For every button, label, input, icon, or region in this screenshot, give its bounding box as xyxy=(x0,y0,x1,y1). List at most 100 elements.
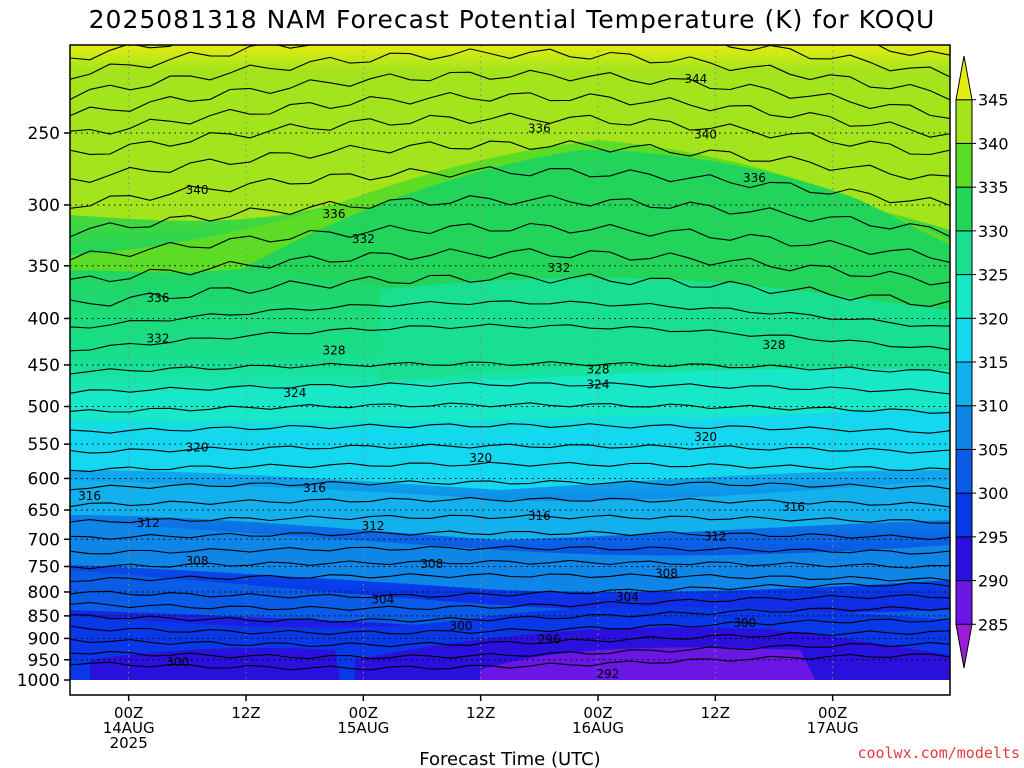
colorbar-label: 340 xyxy=(978,134,1009,153)
field-band-320 xyxy=(70,368,950,423)
contour-label-text: 332 xyxy=(547,261,570,275)
contour-line xyxy=(70,443,950,454)
contour-line xyxy=(70,641,950,660)
x-tick-label: 2025 xyxy=(110,734,148,752)
y-tick-label: 950 xyxy=(28,651,60,671)
colorbar-label: 325 xyxy=(978,266,1009,285)
contour-label: 320 xyxy=(694,430,717,444)
y-tick-label: 900 xyxy=(28,629,60,649)
contour-label-text: 328 xyxy=(587,362,610,376)
contour-line xyxy=(70,423,950,434)
y-tick-label: 250 xyxy=(28,124,60,144)
contour-label-text: 312 xyxy=(137,516,160,530)
x-tick-label: 12Z xyxy=(701,704,730,722)
contour-label: 300 xyxy=(450,619,473,633)
contour-label: 308 xyxy=(655,566,678,580)
colorbar-segment xyxy=(955,317,973,363)
contour-line xyxy=(70,630,950,648)
contour-label-text: 328 xyxy=(763,338,786,352)
contour-label-text: 292 xyxy=(596,667,619,681)
contour-label-text: 336 xyxy=(743,171,766,185)
contour-line xyxy=(70,618,950,636)
contour-line xyxy=(70,272,950,307)
credit-text: coolwx.com/modelts xyxy=(857,744,1020,762)
contour-label: 328 xyxy=(587,362,610,376)
contour-line xyxy=(70,48,950,101)
contour-lines xyxy=(70,45,950,671)
colorbar-label: 345 xyxy=(978,91,1009,110)
contour-label: 316 xyxy=(782,500,805,514)
contour-label: 336 xyxy=(323,207,346,221)
contour-label-text: 300 xyxy=(166,655,189,669)
x-tick-label: 14AUG xyxy=(103,719,155,737)
contour-label: 336 xyxy=(743,171,766,185)
y-tick-label: 850 xyxy=(28,607,60,627)
y-tick-label: 450 xyxy=(28,356,60,376)
contour-label-text: 328 xyxy=(323,344,346,358)
contour-label-text: 324 xyxy=(587,378,610,392)
contour-line xyxy=(70,480,950,491)
contour-line xyxy=(70,222,950,263)
contour-line xyxy=(70,69,950,119)
contour-label-text: 308 xyxy=(655,566,678,580)
contour-label: 312 xyxy=(137,516,160,530)
contour-label: 304 xyxy=(371,592,394,606)
contour-label: 336 xyxy=(528,121,551,135)
y-tick-label: 750 xyxy=(28,557,60,577)
colorbar-segment xyxy=(955,142,973,188)
contour-line xyxy=(70,300,950,329)
contour-label: 300 xyxy=(733,616,756,630)
colorbar-label: 300 xyxy=(978,484,1009,503)
contour-label: 300 xyxy=(166,655,189,669)
contour-label: 324 xyxy=(283,386,306,400)
colorbar-label: 315 xyxy=(978,353,1009,372)
x-tick-label: 15AUG xyxy=(337,719,389,737)
y-tick-label: 800 xyxy=(28,583,60,603)
colorbar-label: 320 xyxy=(978,309,1009,328)
x-tick-label: 17AUG xyxy=(807,719,859,737)
field-band-315 xyxy=(70,410,950,490)
colorbar-label: 295 xyxy=(978,528,1009,547)
contour-label: 308 xyxy=(420,557,443,571)
y-tick-label: 650 xyxy=(28,501,60,521)
contour-label: 292 xyxy=(596,667,619,681)
contour-label: 336 xyxy=(147,291,170,305)
contour-line xyxy=(70,594,950,611)
colorbar-segment xyxy=(955,405,973,450)
contour-label: 328 xyxy=(323,344,346,358)
y-tick-label: 700 xyxy=(28,530,60,550)
contour-label-text: 312 xyxy=(704,529,727,543)
contour-label: 316 xyxy=(78,489,101,503)
x-tick-label: 16AUG xyxy=(572,719,624,737)
chart-title: 2025081318 NAM Forecast Potential Temper… xyxy=(89,5,936,34)
contour-line xyxy=(70,381,950,395)
contour-label-text: 296 xyxy=(538,632,561,646)
contour-label-text: 324 xyxy=(283,386,306,400)
x-tick-label: 00Z xyxy=(583,704,612,722)
contour-label: 332 xyxy=(352,232,375,246)
contour-line xyxy=(70,361,950,375)
contour-label: 344 xyxy=(684,72,707,86)
contour-label-text: 308 xyxy=(186,554,209,568)
contour-label-text: 344 xyxy=(684,72,707,86)
contour-line xyxy=(70,140,950,183)
contour-label-text: 340 xyxy=(186,183,209,197)
colorbar-segment xyxy=(955,536,973,582)
x-tick-label: 00Z xyxy=(114,704,143,722)
colorbar-segment xyxy=(955,492,973,538)
colorbar-segment xyxy=(955,274,973,319)
colorbar-segment xyxy=(955,623,973,669)
contour-label-text: 336 xyxy=(323,207,346,221)
contour-label: 316 xyxy=(528,509,551,523)
contour-line xyxy=(70,166,950,209)
contour-line xyxy=(70,248,950,286)
colorbar-segment xyxy=(955,186,973,232)
contour-label: 296 xyxy=(538,632,561,646)
y-tick-label: 400 xyxy=(28,309,60,329)
contour-labels: 344 340 336 340 336 336 332 332 336 332 328 328 328 3… xyxy=(78,72,805,681)
colorbar-label: 330 xyxy=(978,222,1009,241)
contour-line xyxy=(70,497,950,508)
contour-label: 332 xyxy=(147,332,170,346)
